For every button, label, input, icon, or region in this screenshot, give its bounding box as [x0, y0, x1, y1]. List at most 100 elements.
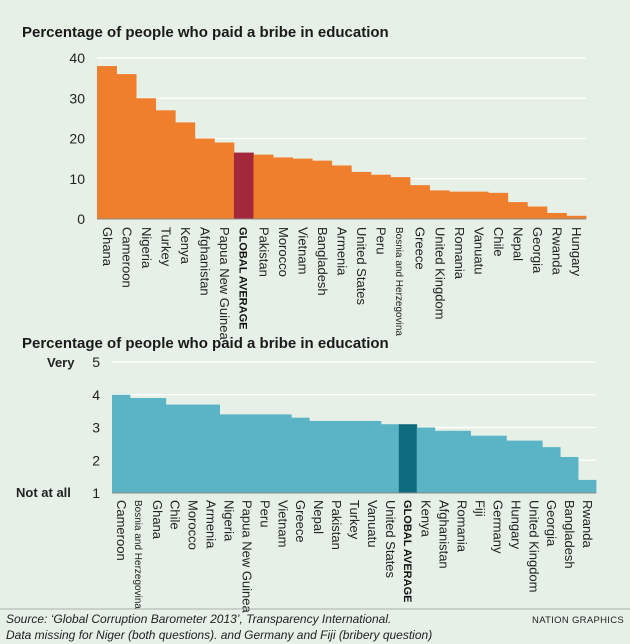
chart1-bar-united-kingdom [429, 190, 450, 219]
chart2-category-label: Morocco [186, 500, 201, 550]
chart2-bar-peru [255, 414, 274, 493]
chart1-category-label: GLOBAL AVERAGE [237, 227, 249, 329]
chart1-bar-vanuatu [468, 191, 489, 219]
chart2-bar-greece [291, 417, 310, 493]
chart1-category-label: Bangladesh [315, 227, 330, 296]
chart2-bar-hungary [506, 440, 525, 493]
chart1-category-label: United Kingdom [432, 227, 447, 320]
chart2-category-label: Afghanistan [437, 500, 452, 569]
chart1-category-label: Vietnam [295, 227, 310, 274]
chart1-category-label: Cameroon [119, 227, 134, 288]
chart1-bar-united-states [351, 171, 372, 219]
chart1-category-label: Nepal [511, 227, 526, 261]
chart1-bar-peru [370, 174, 391, 219]
chart1-bar-cameroon [116, 74, 137, 219]
chart2-category-label: Rwanda [580, 500, 595, 548]
chart1-bar-hungary [566, 215, 587, 219]
chart1-y-ticks: 0 10 20 30 40 [69, 50, 85, 227]
chart2-bar-kenya [416, 427, 436, 493]
chart1-bar-pakistan [253, 154, 274, 219]
chart2-category-label: Nigeria [222, 500, 237, 542]
chart1-category-label: Nigeria [139, 227, 154, 269]
chart1-ytick-label: 40 [69, 50, 85, 66]
chart2-bar-united-states [380, 424, 400, 493]
chart1-bars [97, 66, 587, 220]
chart2-bar-morocco [183, 404, 203, 493]
chart1-ytick-label: 30 [69, 90, 85, 106]
footer: Source: ‘Global Corruption Barometer 201… [0, 608, 630, 642]
chart1-bar-greece [409, 185, 430, 219]
chart2-ytick-label: 4 [92, 387, 100, 403]
chart2-category-label: Kenya [419, 500, 434, 538]
chart1-category-label: Bosnia and Herzegovina [393, 227, 404, 336]
chart1-category-label: Greece [413, 227, 428, 270]
chart2-bar-papua-new-guinea [237, 414, 256, 493]
chart2-bar-pakistan [327, 420, 346, 493]
chart1-category-label: Afghanistan [198, 227, 213, 296]
chart1-category-label: Vanuatu [471, 227, 486, 274]
chart1-category-label: Chile [491, 227, 506, 257]
chart1-bar-vietnam [292, 158, 313, 219]
chart-bribe-scale: Percentage of people who paid a bribe in… [16, 335, 597, 614]
chart1-category-label: Ghana [100, 227, 115, 267]
chart1-bar-chile [488, 192, 509, 219]
chart2-bar-global-average [398, 424, 418, 493]
chart2-ytick-word-bottom: Not at all [16, 485, 71, 500]
chart1-category-label: Morocco [276, 227, 291, 277]
chart1-bar-rwanda [546, 212, 567, 219]
chart1-bar-papua-new-guinea [214, 142, 235, 219]
chart2-category-label: Chile [168, 500, 183, 530]
chart2-category-label: Bangladesh [562, 500, 577, 569]
source-line-2: Data missing for Niger (both questions).… [6, 628, 432, 642]
chart2-category-label: Nepal [311, 500, 326, 534]
chart2-bar-georgia [542, 447, 561, 493]
chart2-category-label: Pakistan [329, 500, 344, 550]
chart2-category-label: Armenia [204, 500, 219, 549]
chart2-category-label: Ghana [150, 500, 165, 540]
chart1-category-label: Peru [374, 227, 389, 254]
chart1-ytick-label: 10 [69, 171, 85, 187]
chart1-bar-morocco [273, 157, 293, 219]
chart2-category-label: Georgia [544, 500, 559, 547]
chart1-category-labels: Ghana Cameroon Nigeria Turkey Kenya Afghanist… [100, 227, 584, 341]
chart2-category-label: Peru [257, 500, 272, 527]
chart2-bar-vanuatu [362, 420, 382, 493]
chart2-category-label: Romania [455, 500, 470, 553]
chart2-bar-chile [165, 404, 185, 493]
chart2-category-labels: Cameroon Bosnia and Herzegovina Ghana Chile… [114, 500, 595, 614]
chart2-bar-romania [452, 430, 471, 493]
chart1-bar-nigeria [136, 98, 157, 219]
chart1-bar-turkey [155, 110, 176, 219]
chart2-bar-armenia [201, 404, 220, 493]
chart1-bar-global-average [233, 152, 254, 219]
chart2-bar-rwanda [578, 479, 597, 493]
chart2-ytick-label: 1 [92, 485, 100, 501]
chart2-category-label: Hungary [508, 500, 523, 550]
chart2-bar-cameroon [112, 394, 131, 493]
chart2-title: Percentage of people who paid a bribe in… [22, 335, 389, 352]
chart1-bar-georgia [527, 206, 548, 219]
chart2-bars [112, 394, 597, 494]
chart2-ytick-label: 2 [92, 452, 100, 468]
chart2-category-label: Cameroon [114, 500, 129, 561]
chart1-category-label: Papua New Guinea [217, 227, 232, 341]
chart2-bar-fiji [470, 435, 489, 493]
chart2-bar-vietnam [273, 414, 292, 493]
chart2-category-label: Greece [293, 500, 308, 543]
chart2-category-label: Germany [490, 500, 505, 554]
chart1-bar-armenia [331, 165, 352, 219]
chart2-category-label: United Kingdom [526, 500, 541, 593]
chart1-category-label: Hungary [569, 227, 584, 277]
source-line-1: Source: ‘Global Corruption Barometer 201… [6, 612, 391, 626]
chart1-bar-nepal [507, 202, 528, 219]
chart1-ytick-label: 0 [77, 211, 85, 227]
chart2-category-label: United States [383, 500, 398, 579]
chart2-ytick-word-top: Very [47, 355, 75, 370]
chart2-ytick-label: 5 [92, 354, 100, 370]
chart2-bar-ghana [147, 398, 167, 493]
chart1-category-label: Rwanda [550, 227, 565, 275]
chart2-bar-bangladesh [560, 456, 579, 493]
chart2-category-label: Vanuatu [365, 500, 380, 547]
chart2-bar-afghanistan [434, 430, 453, 493]
chart2-category-label: Bosnia and Herzegovina [132, 500, 143, 609]
